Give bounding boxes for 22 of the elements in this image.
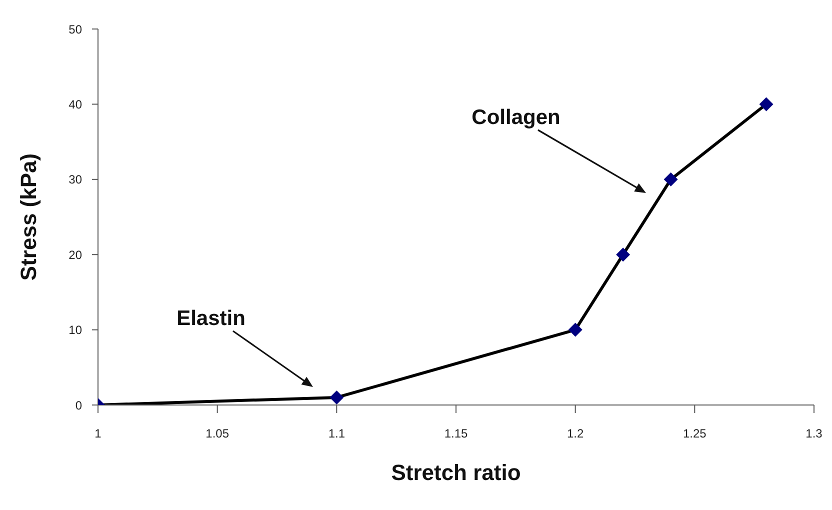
point	[664, 172, 678, 186]
y-tick-label: 20	[68, 248, 82, 262]
y-tick-label: 50	[68, 22, 82, 36]
annotation: Elastin	[176, 307, 246, 330]
x-tick-label: 1.3	[806, 426, 823, 441]
x-tick-label: 1.2	[566, 426, 584, 441]
y-tick-label: 30	[68, 172, 82, 187]
y-tick-label: 10	[68, 323, 82, 338]
point	[759, 97, 774, 112]
x-tick-label: 1.15	[444, 426, 468, 441]
x-tick-label: 1.1	[328, 426, 346, 441]
x-tick-label: 1.05	[206, 426, 230, 441]
y-axis-title: Stress (kPa)	[16, 153, 41, 281]
y-tick-label: 0	[75, 398, 82, 412]
point	[568, 322, 582, 337]
point	[330, 390, 344, 404]
point	[616, 248, 630, 262]
x-tick-label: 1	[94, 426, 102, 441]
x-axis-title: Stretch ratio	[391, 460, 521, 485]
annotation: Collagen	[472, 106, 560, 129]
x-tick-label: 1.25	[682, 426, 707, 441]
y-tick-label: 40	[68, 97, 82, 112]
